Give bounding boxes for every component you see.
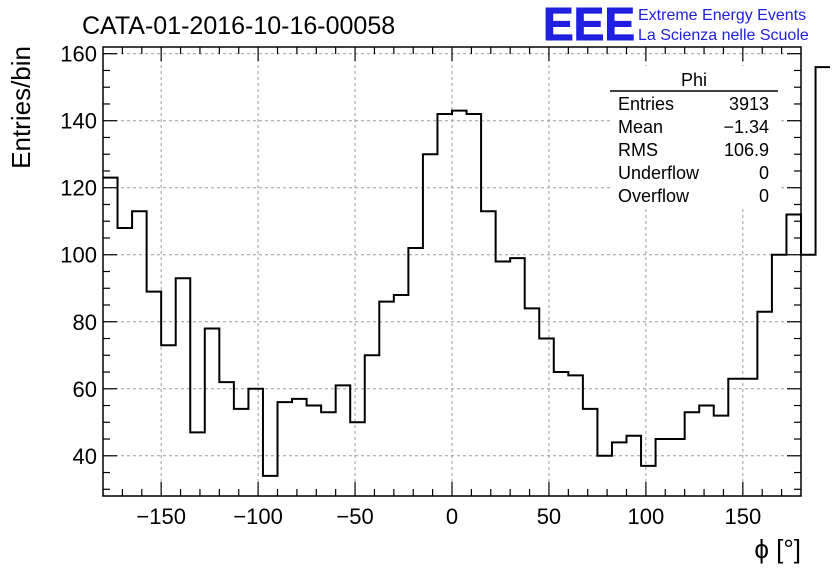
stats-row-label: Overflow <box>618 186 690 206</box>
stats-row-value: 106.9 <box>724 140 769 160</box>
eee-logo-line2: La Scienza nelle Scuole <box>638 27 809 44</box>
stats-row-value: −1.34 <box>723 117 769 137</box>
histogram-bin <box>350 422 365 496</box>
histogram-bin <box>423 154 438 496</box>
histogram-bin <box>597 456 612 496</box>
histogram-bin <box>568 375 583 496</box>
histogram-bin <box>219 382 234 496</box>
y-tick-label: 140 <box>60 109 97 134</box>
histogram-bin <box>656 439 671 496</box>
histogram-bin <box>205 328 220 496</box>
histogram-bin <box>161 345 176 496</box>
stats-row-value: 3913 <box>729 94 769 114</box>
histogram-bin <box>685 412 700 496</box>
eee-logo-mark: EEE <box>543 0 635 50</box>
stats-row-label: Underflow <box>618 163 700 183</box>
histogram-bin <box>627 436 642 496</box>
x-tick-labels: −150 −100 −50 0 50 100 150 <box>136 504 761 529</box>
stats-row-label: Mean <box>618 117 663 137</box>
histogram-bin <box>816 67 831 496</box>
stats-row-label: Entries <box>618 94 674 114</box>
histogram-bin <box>307 406 322 496</box>
eee-logo: EEE Extreme Energy Events La Scienza nel… <box>543 0 809 51</box>
stats-box: Phi Entries 3913 Mean −1.34 RMS 106.9 Underflo… <box>610 66 778 206</box>
histogram-bin <box>147 292 162 496</box>
histogram-bin <box>176 278 191 496</box>
histogram-bin <box>103 178 118 496</box>
histogram-bin <box>394 295 409 496</box>
histogram-bin <box>728 379 743 496</box>
histogram-bin <box>772 255 787 496</box>
histogram-bin <box>365 355 380 496</box>
histogram-bin <box>336 385 351 496</box>
histogram-bin <box>496 261 511 496</box>
histogram-bin <box>278 402 293 496</box>
histogram-bin <box>248 389 263 496</box>
histogram-bin <box>292 399 307 496</box>
histogram-bin <box>408 248 423 496</box>
x-tick-label: 100 <box>628 504 665 529</box>
stats-rows: Entries 3913 Mean −1.34 RMS 106.9 Underflow 0 Ov… <box>618 94 769 206</box>
x-tick-label: 150 <box>724 504 761 529</box>
x-tick-label: −150 <box>136 504 186 529</box>
stats-row-value: 0 <box>759 163 769 183</box>
chart-title: CATA-01-2016-10-16-00058 <box>82 12 395 40</box>
histogram-bin <box>467 114 482 496</box>
histogram-bin <box>452 111 467 496</box>
histogram-bin <box>190 432 205 496</box>
stats-box-title: Phi <box>681 70 707 90</box>
histogram-bin <box>554 372 569 496</box>
histogram-line <box>103 66 831 477</box>
eee-logo-line1: Extreme Energy Events <box>638 7 806 24</box>
histogram-bin <box>699 406 714 496</box>
histogram-bin <box>379 302 394 496</box>
x-tick-label: 50 <box>537 504 561 529</box>
histogram-bin <box>510 258 525 496</box>
y-tick-labels: 40 60 80 100 120 140 160 <box>60 42 97 469</box>
histogram-bin <box>801 255 816 496</box>
y-tick-label: 120 <box>60 176 97 201</box>
x-tick-label: −100 <box>233 504 283 529</box>
stats-row-value: 0 <box>759 186 769 206</box>
axis-ticks <box>103 47 801 496</box>
histogram-bin <box>437 114 452 496</box>
histogram-bin <box>583 409 598 496</box>
stats-box-background <box>610 66 778 206</box>
histogram-bin <box>670 439 685 496</box>
stats-row-label: RMS <box>618 140 658 160</box>
histogram-bin <box>132 211 147 496</box>
histogram-bin <box>743 379 758 496</box>
histogram-bin <box>539 339 554 496</box>
histogram-bin <box>118 228 133 496</box>
histogram-bin <box>481 211 496 496</box>
y-tick-label: 160 <box>60 42 97 67</box>
y-tick-label: 60 <box>73 377 97 402</box>
x-axis-label: ϕ [°] <box>754 534 801 564</box>
histogram-bin <box>714 416 729 496</box>
y-tick-label: 100 <box>60 243 97 268</box>
y-tick-label: 80 <box>73 310 97 335</box>
histogram-bin <box>641 466 656 496</box>
histogram-bin <box>612 442 627 496</box>
y-axis-label: Entries/bin <box>6 46 36 169</box>
histogram-bin <box>757 312 772 496</box>
histogram-bin <box>525 308 540 496</box>
y-tick-label: 40 <box>73 444 97 469</box>
histogram-bin <box>234 409 249 496</box>
histogram-bin <box>263 476 278 496</box>
histogram-bin <box>321 412 336 496</box>
x-tick-label: −50 <box>336 504 373 529</box>
histogram-series <box>103 66 831 496</box>
x-tick-label: 0 <box>446 504 458 529</box>
